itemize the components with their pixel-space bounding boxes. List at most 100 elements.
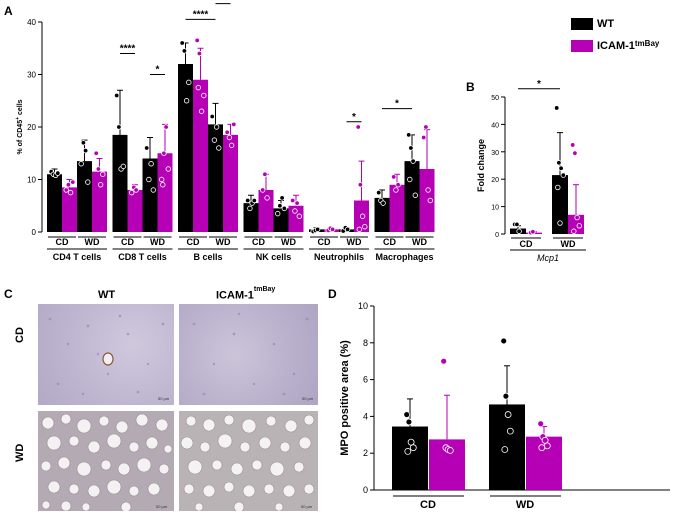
legend-label-wt: WT <box>597 18 615 30</box>
chart-a-significance-label: * <box>156 65 160 76</box>
panel-label-d: D <box>328 287 337 301</box>
chart-a-icam-data-point <box>100 171 106 177</box>
legend-entry-wt: WT <box>571 14 659 34</box>
scale-bar-wt-wd: 50 µm <box>156 504 168 509</box>
chart-a-wt-data-point <box>179 40 185 46</box>
chart-a-group-label: Neutrophils <box>314 252 364 262</box>
chart-d-wt-data-point <box>506 427 514 435</box>
micrograph-column-label-icam-sup: tmBay <box>253 286 276 293</box>
chart-d-icam-data-point <box>538 444 546 452</box>
chart-a-significance-label: **** <box>193 9 209 20</box>
chart-a-icam-data-point <box>201 92 207 99</box>
chart-a-diet-label: WD <box>85 237 100 247</box>
chart-a-wt-data-point <box>344 226 351 233</box>
chart-a-diet-label: WD <box>150 237 165 247</box>
chart-d-wt-data-point <box>501 446 509 453</box>
chart-b-wt-data-point <box>556 160 562 166</box>
chart-a-bar <box>419 169 435 232</box>
chart-b-bar <box>568 214 584 234</box>
legend-swatch-icam <box>571 40 593 52</box>
chart-a-bar <box>178 64 193 232</box>
chart-a-icam-data-point <box>128 189 135 196</box>
panel-label-b: B <box>466 80 475 94</box>
chart-b-wt-data-point <box>557 220 563 226</box>
micrograph-icam-cd: 50 µm <box>179 304 318 405</box>
chart-a-y-tick-label: 10 <box>27 176 36 185</box>
chart-a-icam-data-point <box>292 208 298 214</box>
micrograph-row-label-wd: WD <box>14 443 26 462</box>
chart-d-wt-data-point <box>409 444 417 452</box>
chart-a-bar <box>62 187 77 232</box>
chart-a-bar <box>112 134 128 232</box>
chart-a-y-label-sup: + <box>15 117 21 120</box>
legend-entry-icam: ICAM-1 tmBay <box>571 36 659 56</box>
chart-a-icam-data-point <box>161 150 167 156</box>
chart-d-y-tick-label: 2 <box>363 448 368 458</box>
chart-a-bar <box>142 158 158 232</box>
chart-a-wt-data-point <box>186 79 192 86</box>
chart-a-diet-label: WD <box>347 237 362 247</box>
chart-a-icam-data-point <box>163 124 169 130</box>
legend-label-icam-sup: tmBay <box>634 38 660 48</box>
chart-a-bar <box>157 153 173 232</box>
chart-a-wt-data-point <box>113 92 120 99</box>
chart-a-wt-data-point <box>216 145 222 151</box>
chart-a-bar <box>288 205 304 232</box>
chart-a-icam-data-point <box>165 166 171 172</box>
chart-b-significance-label: * <box>537 79 541 90</box>
chart-d-wt-data-point <box>405 418 413 426</box>
chart-a-wt-data-point <box>275 210 281 217</box>
chart-b-y-tick-label: 30 <box>491 150 499 157</box>
chart-a-y-tick-label: 30 <box>27 71 36 80</box>
chart-a-bar <box>389 184 405 232</box>
chart-b-bar <box>552 175 568 234</box>
chart-a-icam-data-point <box>158 176 165 183</box>
chart-a-diet-label: CD <box>318 237 331 247</box>
chart-a-y-tick-label: 20 <box>27 123 36 132</box>
chart-a-wt-data-point <box>279 195 285 201</box>
chart-d-wt-data-point <box>403 411 411 418</box>
chart-d-y-tick-label: 0 <box>363 485 368 495</box>
chart-d-icam-data-point <box>446 447 454 454</box>
chart-d-y-tick-label: 10 <box>358 301 368 311</box>
chart-a-wt-data-point <box>183 98 190 104</box>
chart-a-y-label-main: % of CD45 <box>17 120 24 155</box>
chart-d-icam-data-point <box>543 442 551 450</box>
scale-bar-wt-cd: 50 µm <box>158 396 170 401</box>
chart-a-bar <box>374 197 390 232</box>
scale-bar-icam-wd: 50 µm <box>301 504 313 509</box>
legend: WT ICAM-1 tmBay <box>571 14 659 56</box>
chart-a-y-tick-label: 40 <box>27 18 36 27</box>
chart-d-icam-data-point <box>440 357 448 365</box>
chart-a-bar <box>223 134 238 232</box>
chart-b-wt-data-point <box>558 165 564 171</box>
chart-a-wt-data-point <box>211 137 218 143</box>
chart-a-icam-data-point <box>362 224 368 230</box>
chart-a-bar <box>258 190 274 232</box>
legend-label-icam: ICAM-1 <box>597 40 635 52</box>
chart-a-wt-data-point <box>116 124 122 130</box>
chart-a-bar <box>92 171 107 232</box>
chart-a-icam-data-point <box>294 200 300 206</box>
chart-b-icam-data-point <box>570 142 576 148</box>
chart-a-wt-data-point <box>82 147 89 154</box>
chart-a-wt-data-point <box>380 200 386 206</box>
chart-a-icam-data-point <box>329 226 336 233</box>
chart-a-bar <box>77 161 92 232</box>
chart-a-wt-data-point <box>85 179 91 185</box>
chart-a-icam-data-point <box>97 182 104 188</box>
chart-a-icam-data-point <box>224 129 230 135</box>
chart-a-bar <box>193 79 208 232</box>
chart-b-category-label: CD <box>520 239 533 249</box>
chart-a-significance-label: * <box>395 99 399 110</box>
chart-b-wt-data-point <box>555 184 561 191</box>
chart-a-group-label: Macrophages <box>375 252 433 262</box>
chart-a-icam-data-point <box>357 182 364 188</box>
chart-d-wt-data-point <box>407 438 415 446</box>
chart-a-icam-data-point <box>395 182 401 188</box>
chart-a-icam-data-point <box>423 124 429 130</box>
chart-b-y-tick-label: 20 <box>491 177 499 184</box>
chart-a-bar <box>208 124 223 232</box>
chart-a-icam-data-point <box>296 213 302 219</box>
